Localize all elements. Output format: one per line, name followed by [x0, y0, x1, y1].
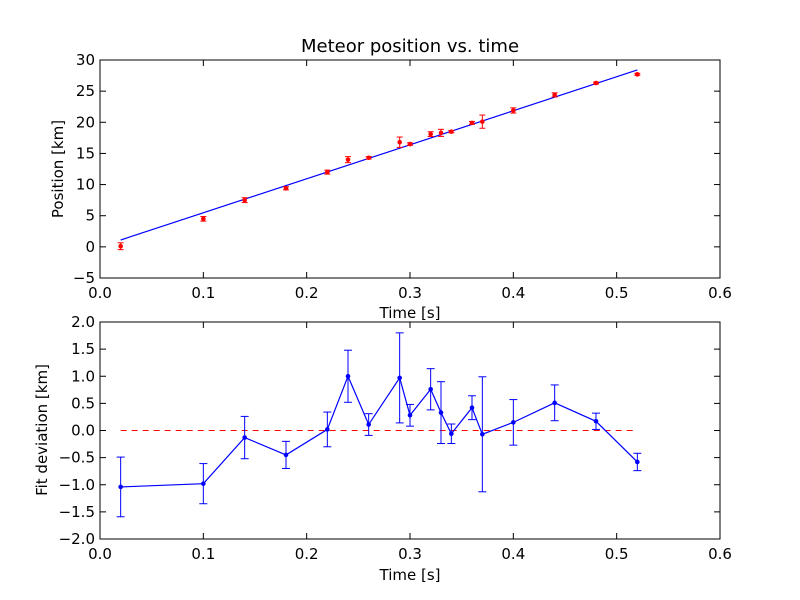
position-y-tick-label: 25	[76, 82, 95, 100]
deviation-y-tick-label: 1.0	[71, 367, 95, 385]
deviation-x-tick-label: 0.6	[708, 545, 732, 563]
deviation-data-point	[407, 413, 413, 418]
deviation-data-point	[366, 422, 371, 427]
deviation-plot-area	[116, 332, 642, 518]
deviation-data-point	[593, 418, 599, 424]
position-y-tick-label: 30	[76, 51, 95, 69]
deviation-data-point	[397, 375, 402, 381]
position-data-point	[366, 155, 371, 161]
position-y-axis-label: Position [km]	[49, 120, 67, 218]
position-data-point	[201, 216, 206, 222]
position-data-point	[511, 108, 516, 113]
position-y-tick-label: 5	[85, 207, 95, 225]
deviation-data-point	[449, 431, 454, 437]
deviation-y-tick-label: 0.0	[71, 422, 95, 440]
position-x-tick-label: 0.4	[501, 284, 525, 302]
deviation-data-point	[325, 427, 330, 432]
position-y-tick-label: 0	[85, 238, 95, 256]
deviation-y-axis-label: Fit deviation [km]	[33, 364, 51, 496]
deviation-y-tick-label: 0.5	[71, 394, 95, 412]
deviation-data-point	[511, 420, 516, 425]
position-x-tick-label: 0.2	[295, 284, 319, 302]
deviation-y-ticks: −2.0 −1.5 −1.0 −0.5 0.0 0.5 1.0 1.5 2.0	[59, 313, 720, 548]
position-data-point	[283, 186, 289, 191]
position-chart-title: Meteor position vs. time	[301, 36, 519, 57]
position-y-tick-label: 10	[76, 176, 95, 194]
position-y-tick-label: −5	[73, 269, 95, 287]
deviation-data-point	[118, 484, 123, 490]
deviation-x-tick-label: 0.1	[191, 545, 215, 563]
position-data-point	[635, 72, 640, 77]
position-data-point	[552, 92, 557, 98]
deviation-data-point	[552, 400, 557, 406]
deviation-y-tick-label: −1.0	[59, 476, 95, 494]
deviation-data-point	[283, 452, 289, 458]
position-data-point	[593, 80, 599, 86]
deviation-series-line	[120, 374, 638, 488]
position-x-tick-label: 0.1	[191, 284, 215, 302]
position-y-tick-label: 20	[76, 113, 95, 131]
deviation-data-point	[345, 373, 351, 379]
deviation-x-tick-label: 0.2	[295, 545, 319, 563]
deviation-x-tick-label: 0.4	[501, 545, 525, 563]
position-x-axis-label: Time [s]	[379, 304, 441, 322]
deviation-x-axis-label: Time [s]	[379, 566, 441, 584]
deviation-y-tick-label: −2.0	[59, 530, 95, 548]
deviation-x-tick-label: 0.0	[88, 545, 112, 563]
deviation-y-tick-label: 2.0	[71, 313, 95, 331]
deviation-y-tick-label: −0.5	[59, 449, 95, 467]
deviation-x-ticks: 0.0 0.1 0.2 0.3 0.4 0.5 0.6	[88, 322, 732, 563]
deviation-data-point	[469, 405, 475, 411]
deviation-x-tick-label: 0.3	[398, 545, 422, 563]
position-chart: Meteor position vs. time 0.0 0.1 0.2 0.3 0.4…	[49, 36, 732, 322]
position-axes-frame	[99, 59, 721, 279]
position-data-point	[118, 243, 123, 249]
deviation-data-point	[438, 410, 444, 415]
deviation-data-point	[201, 481, 206, 486]
deviation-axes-frame	[99, 321, 721, 540]
position-plot-area	[117, 69, 641, 251]
position-data-point	[325, 169, 330, 175]
deviation-y-tick-label: 1.5	[71, 340, 95, 358]
position-x-tick-label: 0.5	[605, 284, 629, 302]
position-x-tick-label: 0.0	[88, 284, 112, 302]
position-x-tick-label: 0.6	[708, 284, 732, 302]
position-y-ticks: −5 0 5 10 15 20 25 30	[73, 51, 720, 287]
fit-line	[120, 69, 638, 241]
position-x-ticks: 0.0 0.1 0.2 0.3 0.4 0.5 0.6	[88, 60, 732, 302]
position-y-tick-label: 15	[76, 144, 95, 162]
position-data-point	[345, 157, 351, 162]
deviation-data-point	[428, 386, 433, 392]
deviation-chart: 0.0 0.1 0.2 0.3 0.4 0.5 0.6 −2.0−1.5−1.0−0.50.…	[33, 313, 732, 584]
position-data-point	[397, 139, 402, 145]
position-data-point	[480, 119, 485, 124]
deviation-x-tick-label: 0.5	[605, 545, 629, 563]
deviation-data-point	[480, 431, 485, 437]
position-data-point	[469, 120, 475, 126]
deviation-data-point	[635, 459, 640, 465]
position-data-point	[407, 141, 413, 147]
position-data-point	[438, 130, 444, 136]
deviation-data-point	[242, 435, 247, 440]
position-x-tick-label: 0.3	[398, 284, 422, 302]
position-data-point	[242, 197, 247, 203]
position-data-point	[449, 129, 454, 134]
position-data-point	[428, 131, 433, 137]
deviation-y-tick-label: −1.5	[59, 503, 95, 521]
